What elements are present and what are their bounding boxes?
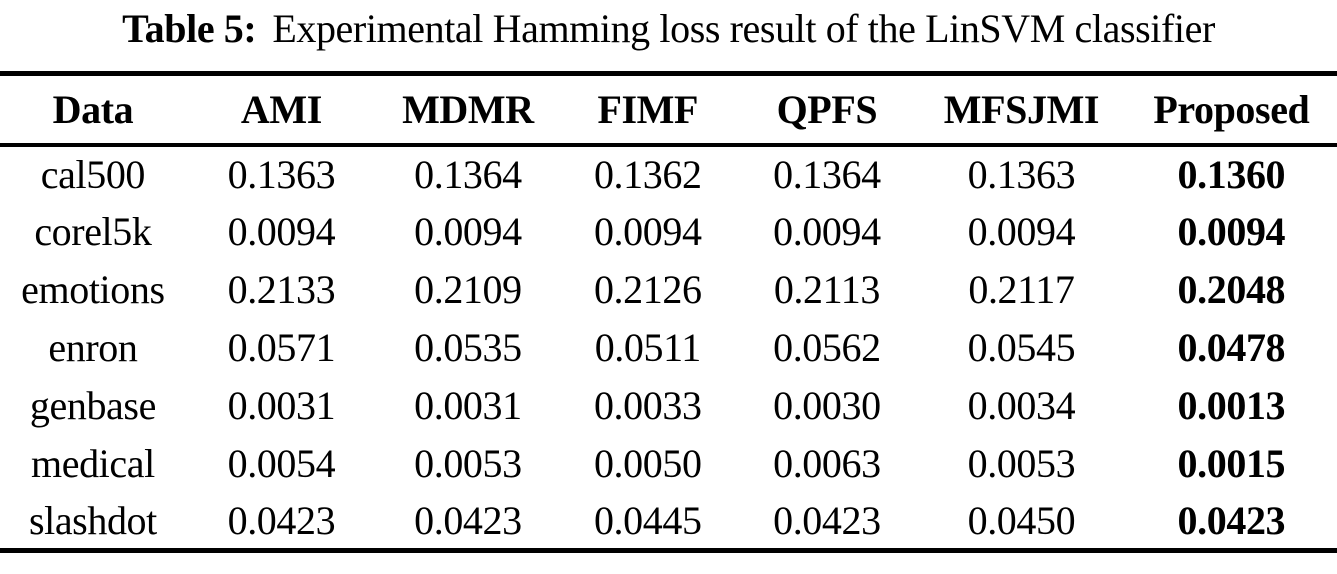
column-header-mfsjmi: MFSJMI: [917, 73, 1126, 147]
value-cell: 0.0545: [967, 325, 1076, 370]
column-header-fimf: FIMF: [558, 73, 737, 147]
value-cell: 0.0053: [967, 441, 1076, 486]
table-row-emotions: emotions 0.2133 0.2109 0.2126 0.2113 0.2…: [0, 261, 1337, 319]
value-cell: 0.0030: [773, 383, 881, 428]
column-header-qpfs: QPFS: [736, 73, 918, 147]
value-cell: 0.1362: [593, 152, 702, 197]
value-cell: 0.0094: [593, 209, 702, 254]
value-cell: 0.1363: [967, 152, 1076, 197]
table-caption-text: Experimental Hamming loss result of the …: [272, 6, 1215, 51]
value-cell: 0.1364: [414, 152, 522, 197]
column-header-mdmr: MDMR: [377, 73, 559, 147]
table-row-corel5k: corel5k 0.0094 0.0094 0.0094 0.0094 0.00…: [0, 203, 1337, 261]
value-cell: 0.2133: [227, 267, 336, 312]
value-cell: 0.0423: [414, 497, 522, 543]
value-cell: 0.2113: [773, 267, 881, 312]
value-cell: 0.1363: [227, 152, 336, 197]
value-cell: 0.0571: [227, 325, 336, 370]
value-cell: 0.0562: [773, 325, 881, 370]
proposed-value-cell: 0.0015: [1177, 441, 1286, 486]
value-cell: 0.0034: [967, 383, 1076, 428]
value-cell: 0.0094: [414, 209, 522, 254]
value-cell: 0.0094: [227, 209, 336, 254]
proposed-value-cell: 0.2048: [1177, 267, 1286, 312]
value-cell: 0.0053: [414, 441, 522, 486]
column-header-data: Data: [0, 73, 186, 147]
value-cell: 0.1364: [773, 152, 881, 197]
value-cell: 0.0423: [227, 497, 336, 543]
table-row-genbase: genbase 0.0031 0.0031 0.0033 0.0030 0.00…: [0, 377, 1337, 435]
table-row-enron: enron 0.0571 0.0535 0.0511 0.0562 0.0545…: [0, 319, 1337, 377]
row-label: slashdot: [28, 497, 157, 543]
value-cell: 0.0094: [773, 209, 881, 254]
value-cell: 0.0031: [227, 383, 336, 428]
row-label: medical: [31, 441, 155, 486]
value-cell: 0.0031: [414, 383, 522, 428]
value-cell: 0.2109: [414, 267, 522, 312]
column-header-ami: AMI: [185, 73, 378, 147]
table-caption-label: Table 5:: [122, 6, 257, 51]
table-row-cal500: cal500 0.1363 0.1364 0.1362 0.1364 0.136…: [0, 145, 1337, 203]
proposed-value-cell: 0.0423: [1177, 497, 1286, 543]
value-cell: 0.0535: [414, 325, 522, 370]
value-cell: 0.0511: [594, 325, 702, 370]
proposed-value-cell: 0.0094: [1177, 209, 1286, 254]
table-caption: Table 5: Experimental Hamming loss resul…: [0, 0, 1337, 71]
column-header-proposed: Proposed: [1125, 73, 1337, 147]
proposed-value-cell: 0.0013: [1177, 383, 1286, 428]
results-table: Data AMI MDMR FIMF QPFS MFSJMI Proposed …: [0, 71, 1337, 553]
proposed-value-cell: 0.1360: [1177, 152, 1286, 197]
value-cell: 0.0033: [593, 383, 702, 428]
table-row-medical: medical 0.0054 0.0053 0.0050 0.0063 0.00…: [0, 435, 1337, 493]
row-label: corel5k: [34, 209, 152, 254]
value-cell: 0.0050: [593, 441, 702, 486]
value-cell: 0.0450: [967, 497, 1076, 543]
value-cell: 0.0063: [773, 441, 881, 486]
row-label: genbase: [29, 383, 156, 428]
row-label: cal500: [40, 152, 146, 197]
value-cell: 0.0094: [967, 209, 1076, 254]
value-cell: 0.0054: [227, 441, 336, 486]
table-row-slashdot: slashdot 0.0423 0.0423 0.0445 0.0423 0.0…: [0, 493, 1337, 551]
header-row: Data AMI MDMR FIMF QPFS MFSJMI Proposed: [0, 73, 1337, 147]
value-cell: 0.2117: [968, 267, 1075, 312]
row-label: enron: [48, 325, 138, 370]
proposed-value-cell: 0.0478: [1177, 325, 1286, 370]
value-cell: 0.0423: [773, 497, 881, 543]
value-cell: 0.0445: [593, 497, 702, 543]
row-label: emotions: [21, 267, 165, 312]
value-cell: 0.2126: [593, 267, 702, 312]
